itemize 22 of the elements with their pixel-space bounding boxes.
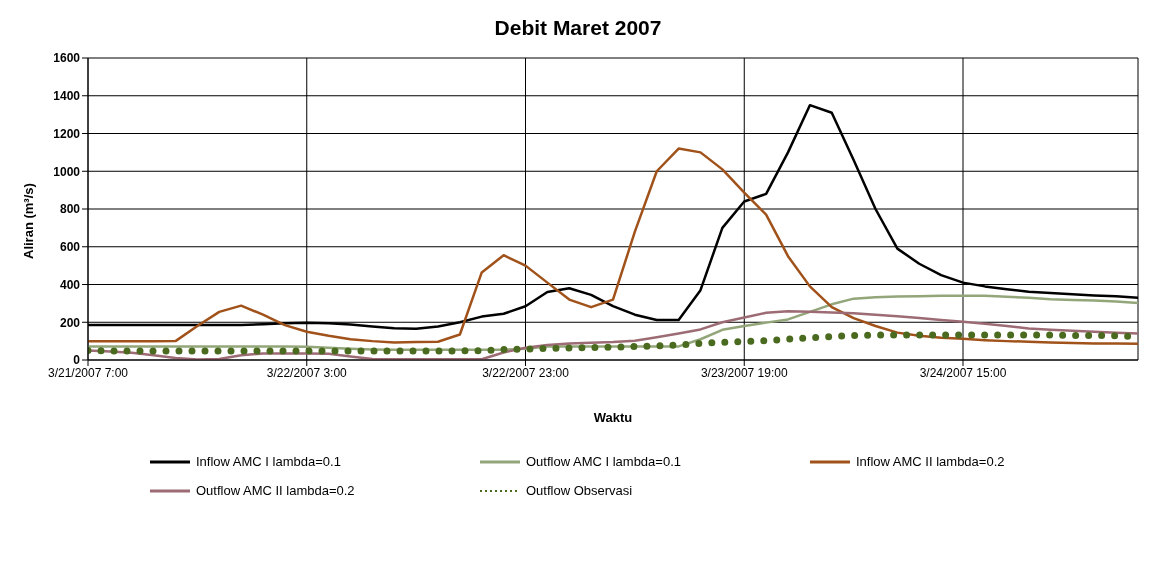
y-axis-title: Aliran (m³/s): [20, 183, 36, 259]
x-tick-label: 3/24/2007 15:00: [919, 365, 1007, 380]
legend-label: Outflow Observasi: [526, 483, 633, 498]
legend-label: Outflow AMC I lambda=0.1: [526, 454, 681, 469]
x-tick-label: 3/21/2007 7:00: [47, 365, 129, 380]
y-tick-label: 1000: [53, 164, 81, 179]
y-tick-label: 800: [59, 202, 81, 217]
x-tick-label: 3/23/2007 19:00: [700, 365, 788, 380]
x-tick-label: 3/22/2007 23:00: [482, 365, 570, 380]
y-tick-label: 400: [59, 277, 81, 292]
y-tick-label: 0: [73, 353, 81, 368]
x-tick-label: 3/22/2007 3:00: [266, 365, 348, 380]
legend-label: Inflow AMC I lambda=0.1: [196, 454, 341, 469]
y-tick-label: 600: [59, 240, 81, 255]
legend-label: Inflow AMC II lambda=0.2: [856, 454, 1005, 469]
y-tick-label: 200: [59, 315, 81, 330]
x-axis-title: Waktu: [593, 410, 633, 425]
legend-label: Outflow AMC II lambda=0.2: [196, 483, 355, 498]
chart-title: Debit Maret 2007: [493, 15, 663, 40]
y-tick-label: 1600: [53, 51, 81, 66]
y-tick-label: 1400: [53, 89, 81, 104]
y-tick-label: 1200: [53, 126, 81, 141]
